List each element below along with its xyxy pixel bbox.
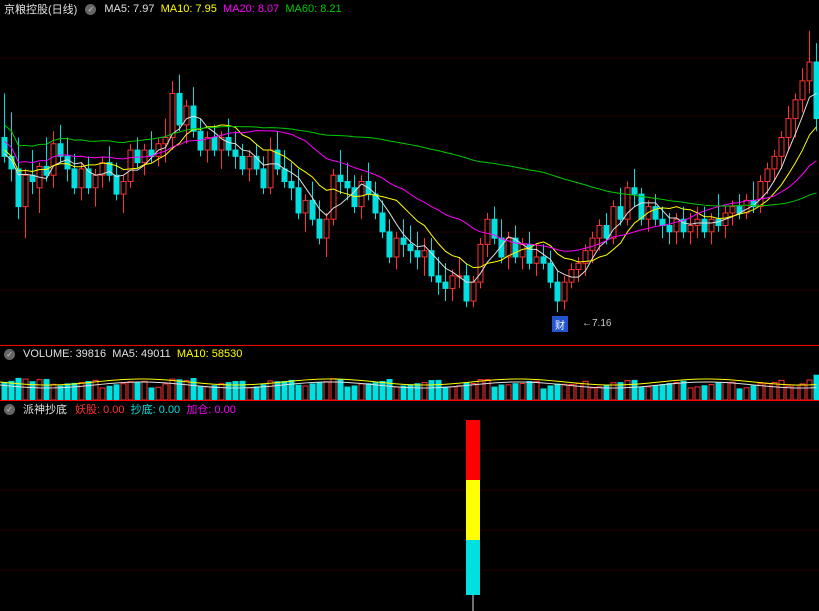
indicator-title: 派神抄底 [23,401,67,417]
candlestick-chart[interactable] [0,0,819,345]
toggle-icon[interactable]: ✓ [4,349,15,360]
toggle-icon[interactable]: ✓ [85,4,96,15]
indicator-header: ✓ 派神抄底 妖股: 0.00 抄底: 0.00 加仓: 0.00 [0,400,236,418]
cai-badge: 财 [552,316,568,332]
price-chart-panel[interactable]: 京粮控股(日线) ✓ MA5: 7.97 MA10: 7.95 MA20: 8.… [0,0,819,345]
stock-title: 京粮控股(日线) [4,1,77,17]
volume-header: ✓ VOLUME: 39816 MA5: 49011 MA10: 58530 [0,345,242,363]
toggle-icon[interactable]: ✓ [4,404,15,415]
price-header: 京粮控股(日线) ✓ MA5: 7.97 MA10: 7.95 MA20: 8.… [0,0,342,18]
indicator-chart[interactable] [0,400,819,611]
volume-panel[interactable]: ✓ VOLUME: 39816 MA5: 49011 MA10: 58530 [0,345,819,400]
price-callout: ←7.16 [582,318,611,329]
indicator-panel[interactable]: ✓ 派神抄底 妖股: 0.00 抄底: 0.00 加仓: 0.00 [0,400,819,611]
